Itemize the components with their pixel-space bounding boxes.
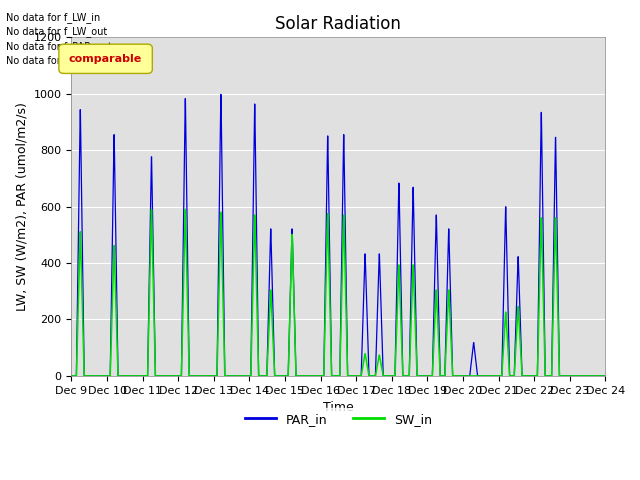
- SW_in: [148, 206, 156, 212]
- Text: No data for f_LW_in: No data for f_LW_in: [6, 12, 100, 23]
- Line: PAR_in: PAR_in: [72, 95, 605, 376]
- SW_in: [252, 234, 259, 240]
- SW_in: [68, 373, 76, 379]
- SW_in: [448, 355, 456, 361]
- PAR_in: [344, 356, 351, 362]
- SW_in: [179, 293, 187, 299]
- Text: No data for f_LW_out: No data for f_LW_out: [6, 26, 108, 37]
- SW_in: [344, 362, 351, 368]
- PAR_in: [68, 373, 76, 379]
- SW_in: [445, 302, 453, 308]
- PAR_in: [179, 249, 187, 254]
- Line: SW_in: SW_in: [72, 209, 605, 376]
- Text: comparable: comparable: [69, 54, 142, 64]
- PAR_in: [602, 373, 609, 379]
- SW_in: [602, 373, 609, 379]
- PAR_in: [448, 343, 456, 348]
- PAR_in: [217, 92, 225, 97]
- Title: Solar Radiation: Solar Radiation: [275, 15, 401, 33]
- Y-axis label: LW, SW (W/m2), PAR (umol/m2/s): LW, SW (W/m2), PAR (umol/m2/s): [15, 102, 28, 311]
- X-axis label: Time: Time: [323, 401, 354, 414]
- Text: No data for f_SW_out: No data for f_SW_out: [6, 55, 109, 66]
- Text: No data for f_PAR_out: No data for f_PAR_out: [6, 41, 112, 52]
- PAR_in: [513, 303, 520, 309]
- SW_in: [513, 332, 520, 338]
- Legend: PAR_in, SW_in: PAR_in, SW_in: [240, 408, 437, 431]
- PAR_in: [445, 252, 453, 257]
- PAR_in: [252, 139, 259, 144]
